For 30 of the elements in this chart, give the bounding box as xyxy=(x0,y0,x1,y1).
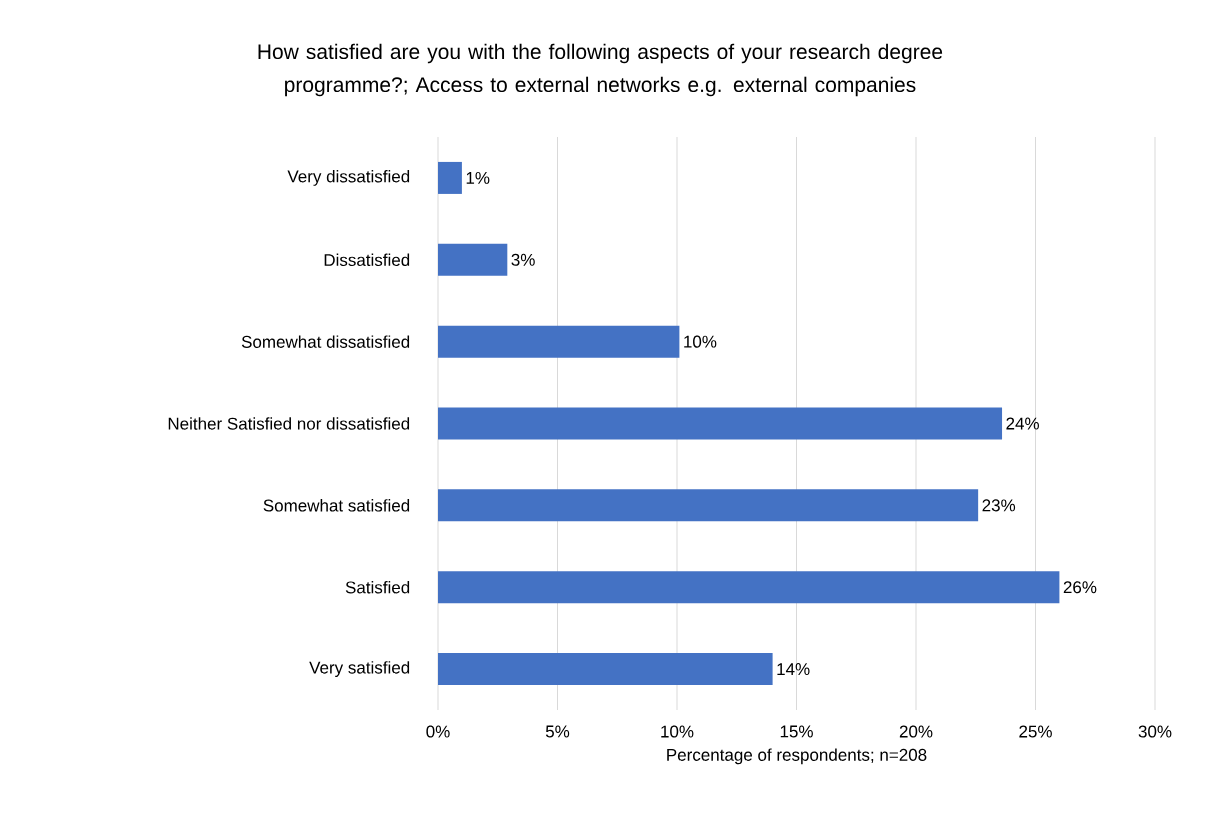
data-label: 26% xyxy=(1063,581,1097,594)
bar xyxy=(438,407,1003,440)
x-tick-label: 0% xyxy=(426,725,450,738)
data-label: 24% xyxy=(1006,417,1039,430)
bar xyxy=(438,243,508,276)
x-tick-label: 5% xyxy=(545,725,570,738)
data-label: 14% xyxy=(777,663,810,676)
data-label: 1% xyxy=(466,171,490,184)
bar xyxy=(438,161,462,194)
x-tick-label: 25% xyxy=(1019,725,1052,738)
bar xyxy=(438,489,979,522)
y-tick-label: Neither Satisfied nor dissatisfied xyxy=(168,417,410,430)
y-tick-label: Very dissatisfied xyxy=(287,170,410,186)
x-tick-label: 30% xyxy=(1138,725,1172,738)
bar xyxy=(438,325,680,358)
data-label: 23% xyxy=(982,499,1016,512)
x-tick-label: 10% xyxy=(661,725,694,738)
data-label: 10% xyxy=(684,335,717,348)
bar xyxy=(438,571,1060,604)
y-tick-label: Somewhat satisfied xyxy=(263,499,410,512)
chart-title: How satisfied are you with the following aspects of your research degree programme?; Access to external networks e.g. external companies xyxy=(258,43,943,97)
x-tick-label: 20% xyxy=(899,725,933,738)
x-tick-label: 15% xyxy=(780,725,813,738)
bar xyxy=(438,653,773,686)
y-tick-label: Satisfied xyxy=(345,580,410,594)
y-tick-label: Dissatisfied xyxy=(324,253,410,267)
y-tick-label: Somewhat dissatisfied xyxy=(241,335,410,348)
y-tick-label: Very satisfied xyxy=(309,661,410,677)
x-axis-title: Percentage of respondents; n=208 xyxy=(667,748,927,765)
data-label: 3% xyxy=(511,253,535,266)
